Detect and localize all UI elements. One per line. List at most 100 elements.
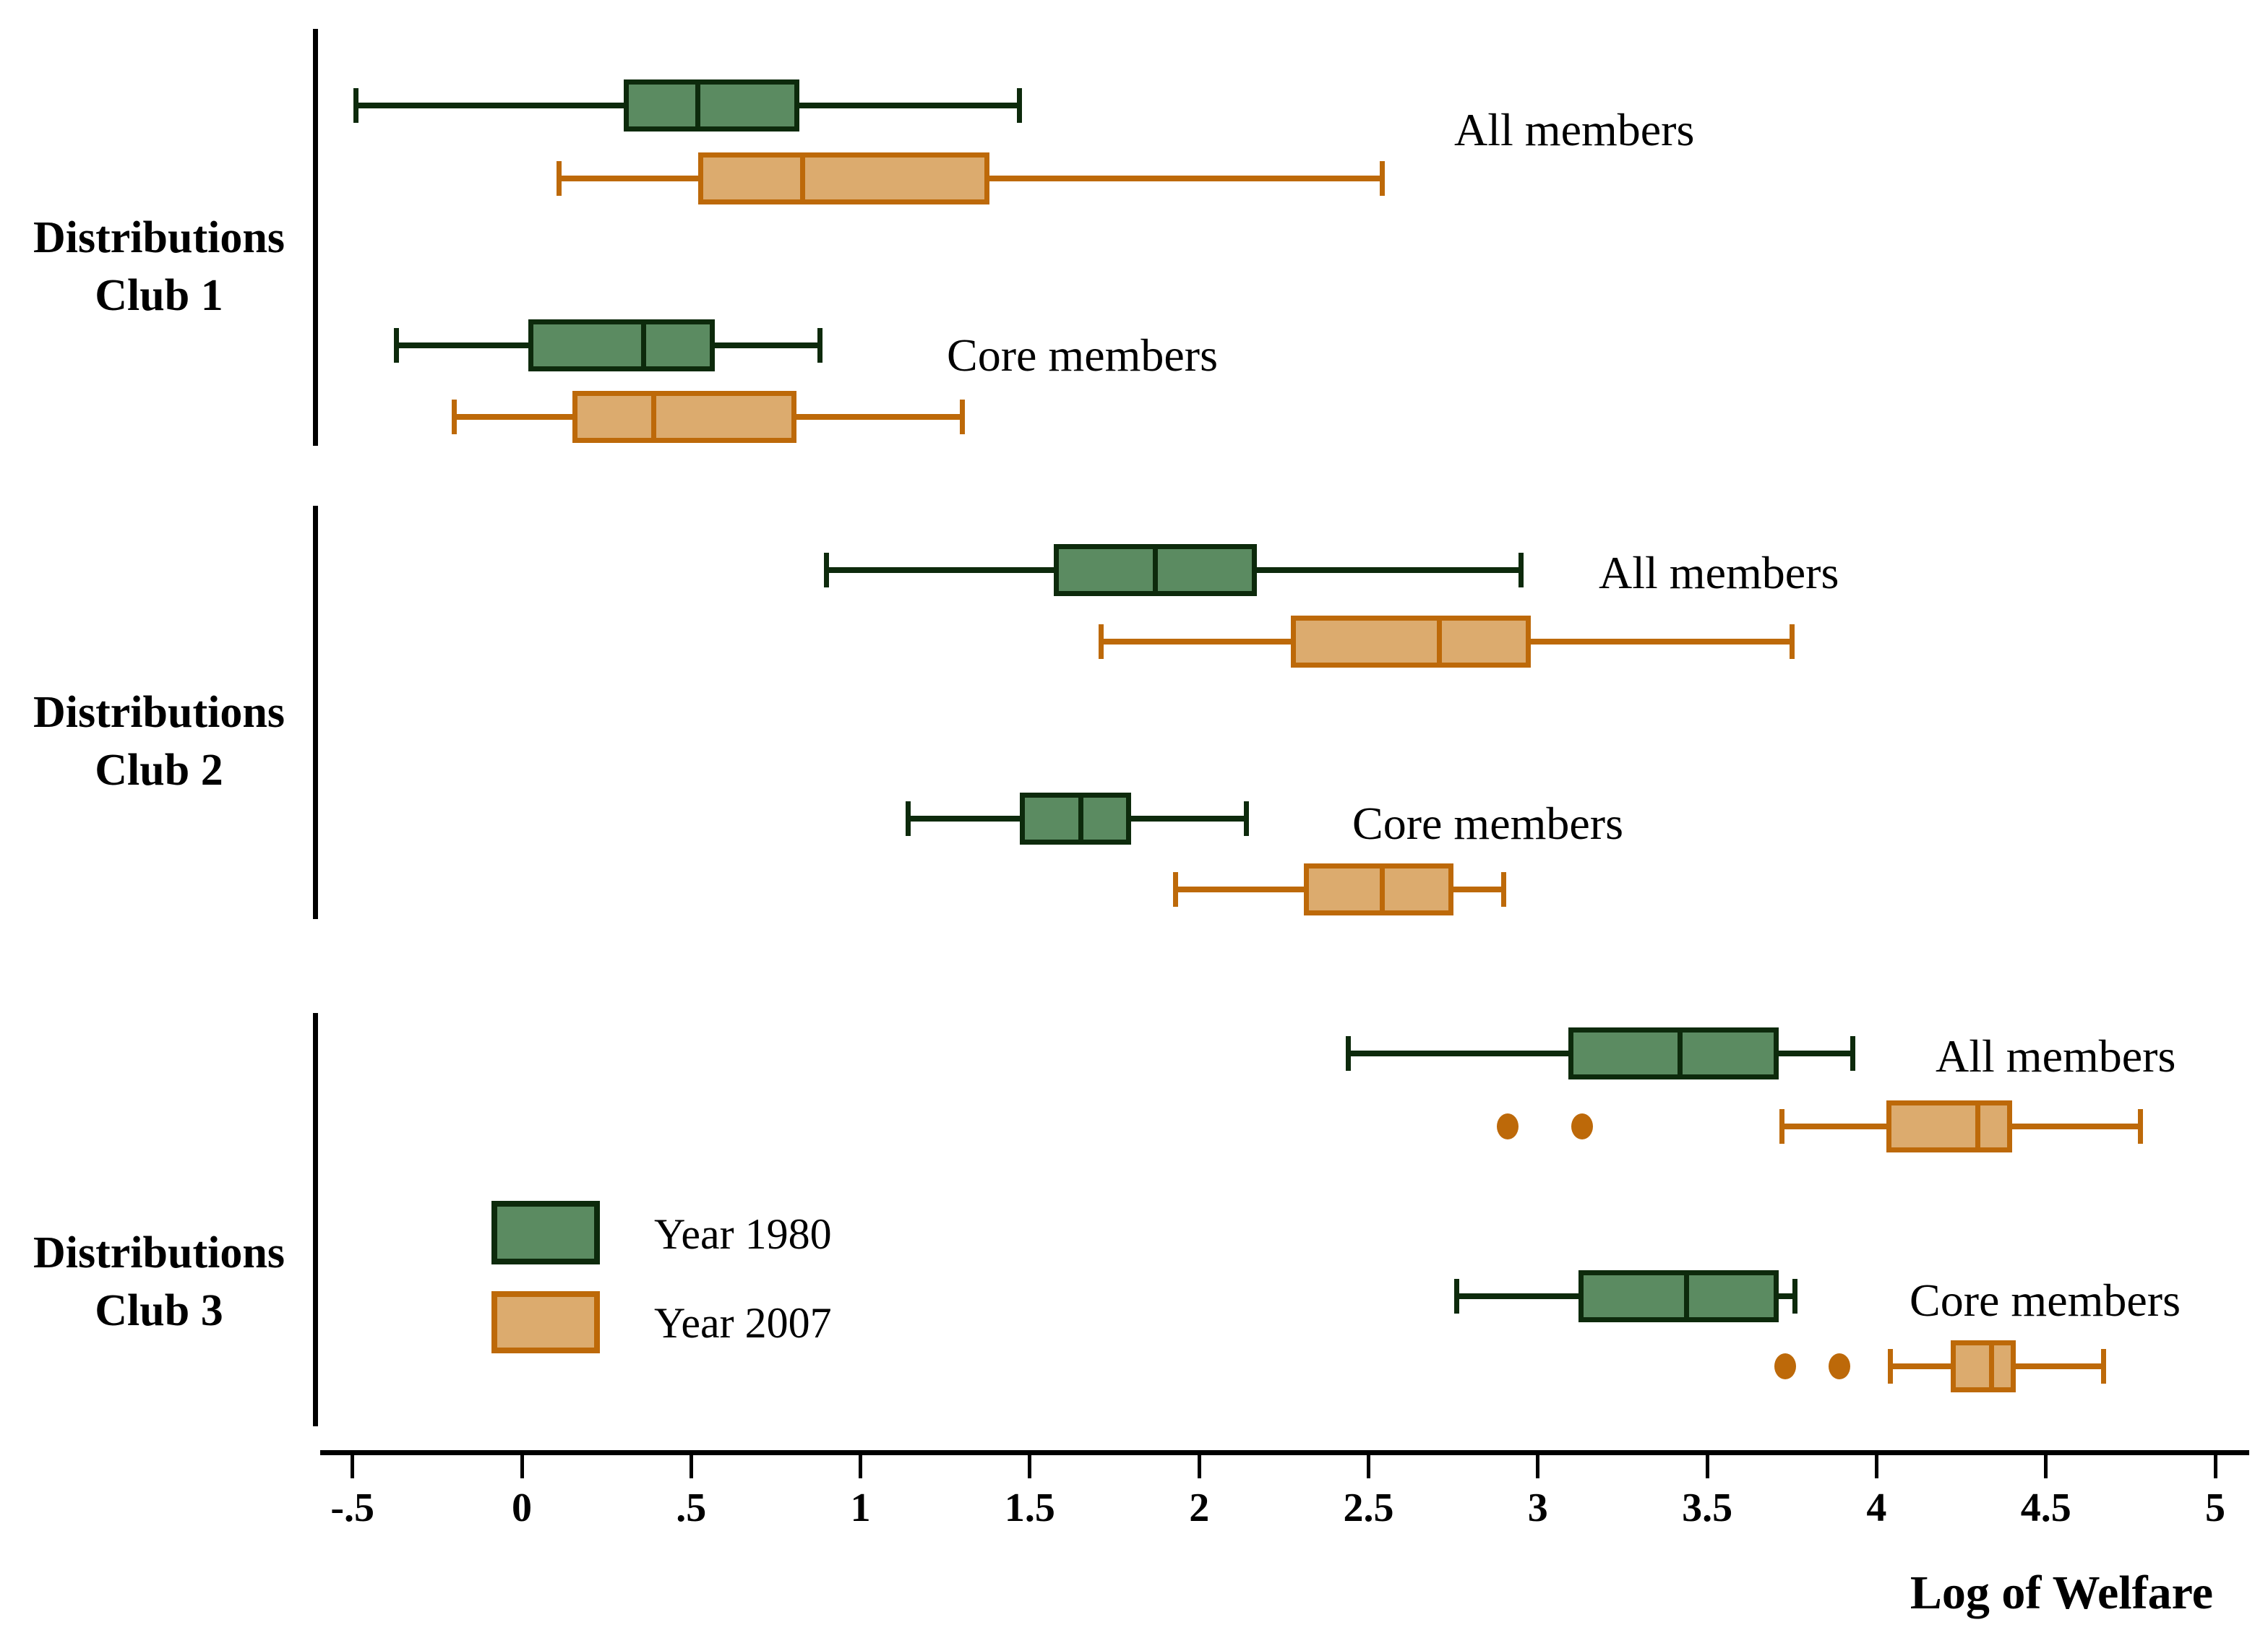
whisker-cap-low-club-2-all-year-1980 [824,553,830,587]
whisker-cap-low-club-3-core-year-1980 [1453,1279,1459,1314]
x-tick-mark-4 [1874,1455,1878,1478]
x-tick-mark-4.5 [2044,1455,2048,1478]
whisker-cap-low-club-1-core-year-1980 [394,328,400,363]
whisker-high-club-2-all-year-1980 [1256,567,1521,573]
x-tick-mark-.5 [689,1455,693,1478]
whisker-high-club-1-core-year-1980 [715,342,820,348]
whisker-cap-low-club-1-core-year-2007 [451,400,457,434]
x-axis-line [320,1450,2249,1455]
whisker-cap-low-club-3-all-year-2007 [1779,1109,1784,1144]
box-club-1-core-year-1980 [528,319,716,371]
whisker-cap-high-club-2-all-year-2007 [1789,624,1795,659]
whisker-low-club-1-all-year-2007 [559,176,698,181]
legend-label-year-2007: Year 2007 [654,1299,832,1347]
whisker-low-club-3-core-year-1980 [1456,1293,1579,1299]
whisker-cap-high-club-2-core-year-2007 [1501,872,1507,907]
median-club-2-core-year-1980 [1078,793,1083,845]
whisker-cap-low-club-3-all-year-1980 [1345,1036,1351,1071]
whisker-low-club-2-all-year-1980 [826,567,1054,573]
median-club-3-all-year-1980 [1678,1027,1683,1079]
median-club-2-all-year-2007 [1437,616,1443,668]
median-club-1-all-year-2007 [800,152,806,204]
x-tick-label-1.5: 1.5 [1004,1486,1055,1530]
group-label-club-1-line-2: Club 1 [95,271,223,320]
whisker-cap-low-club-1-all-year-1980 [353,88,358,123]
x-tick-mark--.5 [351,1455,355,1478]
subgroup-label-all-members-club-3: All members [1936,1030,2176,1082]
whisker-cap-high-club-3-core-year-1980 [1792,1279,1798,1314]
whisker-cap-high-club-1-all-year-2007 [1379,161,1385,196]
whisker-cap-high-club-3-core-year-2007 [2100,1349,2106,1384]
whisker-cap-high-club-2-core-year-1980 [1244,801,1250,836]
x-tick-mark-2 [1197,1455,1201,1478]
whisker-cap-high-club-3-all-year-1980 [1850,1036,1856,1071]
box-club-3-all-year-2007 [1886,1100,2012,1152]
whisker-cap-high-club-2-all-year-1980 [1518,553,1524,587]
median-club-1-all-year-1980 [695,79,701,132]
whisker-low-club-2-core-year-2007 [1175,887,1305,892]
x-tick-label-4: 4 [1866,1486,1887,1530]
whisker-cap-high-club-1-all-year-1980 [1017,88,1023,123]
group-label-club-3-line-2: Club 3 [95,1286,223,1335]
x-tick-label-5: 5 [2205,1486,2225,1530]
group-label-club-3-line-1: Distributions [33,1228,285,1277]
whisker-high-club-1-all-year-1980 [799,103,1020,108]
x-tick-mark-2.5 [1367,1455,1370,1478]
outlier-2-club-3-all-year-2007 [1571,1113,1593,1139]
outlier-2-club-3-core-year-2007 [1828,1353,1850,1379]
x-tick-label-3.5: 3.5 [1682,1486,1733,1530]
x-axis-title: Log of Welfare [1910,1566,2213,1619]
x-tick-label-.5: .5 [676,1486,707,1530]
box-club-3-all-year-1980 [1568,1027,1779,1079]
group-label-club-3: Distributions Club 3 [0,1224,318,1340]
whisker-high-club-3-core-year-2007 [2015,1363,2104,1369]
whisker-high-club-3-all-year-2007 [2011,1124,2141,1129]
subgroup-label-all-members-club-2: All members [1599,547,1839,598]
group-label-club-1: Distributions Club 1 [0,209,318,324]
whisker-cap-low-club-1-all-year-2007 [557,161,562,196]
whisker-low-club-1-core-year-1980 [396,342,529,348]
median-club-1-core-year-1980 [641,319,647,371]
subgroup-label-all-members-club-1: All members [1454,104,1695,155]
x-tick-mark-5 [2213,1455,2217,1478]
whisker-cap-low-club-2-all-year-2007 [1098,624,1104,659]
group-label-club-2-line-2: Club 2 [95,746,223,795]
whisker-low-club-1-core-year-2007 [454,414,573,420]
median-club-3-all-year-2007 [1975,1100,1981,1152]
whisker-low-club-2-core-year-1980 [908,816,1020,822]
x-tick-label-3: 3 [1527,1486,1548,1530]
whisker-low-club-2-all-year-2007 [1101,639,1291,645]
whisker-cap-high-club-1-core-year-1980 [817,328,822,363]
group-label-club-2: Distributions Club 2 [0,684,318,799]
median-club-2-core-year-2007 [1379,863,1385,915]
whisker-low-club-1-all-year-1980 [356,103,624,108]
x-tick-label-2: 2 [1189,1486,1210,1530]
whisker-high-club-2-core-year-1980 [1131,816,1247,822]
whisker-high-club-3-all-year-1980 [1778,1051,1853,1056]
whisker-low-club-3-all-year-1980 [1348,1051,1568,1056]
box-club-2-core-year-2007 [1304,863,1453,915]
whisker-high-club-2-all-year-2007 [1531,639,1792,645]
median-club-2-all-year-1980 [1152,544,1158,596]
outlier-1-club-3-core-year-2007 [1774,1353,1796,1379]
median-club-3-core-year-1980 [1684,1270,1690,1322]
subgroup-label-core-members-club-3: Core members [1910,1275,2181,1326]
box-club-3-core-year-2007 [1951,1340,2016,1392]
x-tick-mark-3.5 [1705,1455,1709,1478]
x-tick-label-0: 0 [512,1486,532,1530]
x-tick-label-1: 1 [850,1486,871,1530]
outlier-1-club-3-all-year-2007 [1496,1113,1519,1139]
whisker-high-club-2-core-year-2007 [1453,887,1504,892]
whisker-cap-low-club-2-core-year-1980 [905,801,911,836]
x-tick-label--.5: -.5 [330,1486,375,1530]
whisker-cap-high-club-1-core-year-2007 [959,400,965,434]
whisker-low-club-3-all-year-2007 [1782,1124,1887,1129]
whisker-high-club-1-core-year-2007 [796,414,963,420]
box-club-1-core-year-2007 [572,391,796,443]
y-axis-line-club-2 [313,506,318,919]
x-tick-mark-1.5 [1028,1455,1032,1478]
x-tick-mark-0 [520,1455,524,1478]
y-axis-line-club-1 [313,29,318,446]
box-club-1-all-year-2007 [697,152,989,204]
